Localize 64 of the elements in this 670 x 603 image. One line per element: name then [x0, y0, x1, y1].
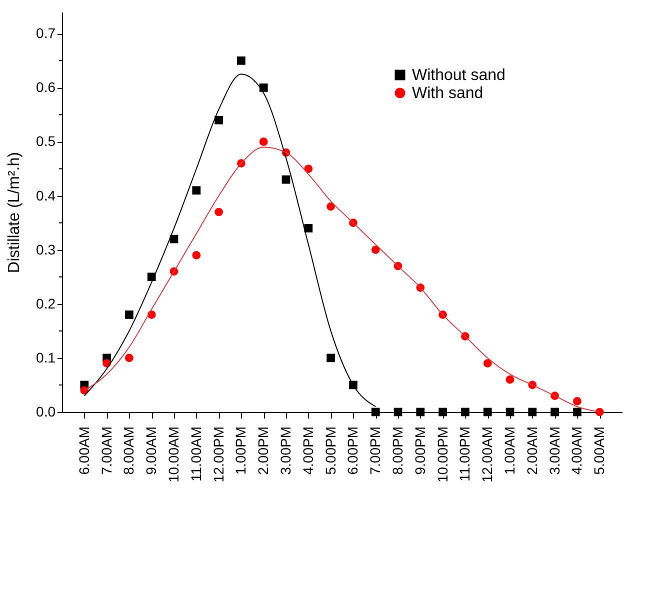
x-tick-label: 4.00AM [568, 426, 585, 475]
x-tick-label: 9.00PM [412, 426, 428, 475]
x-tick-label: 7.00AM [98, 426, 114, 475]
x-tick-label: 11.00AM [188, 426, 204, 482]
point [573, 408, 582, 416]
point [483, 359, 492, 368]
point [259, 83, 268, 92]
point [416, 408, 425, 416]
y-tick-label: 0.6 [36, 79, 56, 96]
x-tick-label: 4.00PM [300, 426, 316, 475]
point [371, 408, 380, 416]
point [259, 138, 268, 146]
x-tick-label: 11.00PM [456, 426, 473, 482]
point [282, 175, 290, 184]
y-tick-label: 0.5 [36, 133, 56, 150]
point [237, 56, 246, 65]
legend-label: Without sand [412, 67, 506, 84]
point [214, 208, 223, 216]
point [550, 408, 559, 416]
x-tick-label: 5.00AM [591, 426, 608, 475]
x-tick-label: 6.00AM [76, 426, 92, 475]
point [147, 272, 156, 282]
y-tick-label: 0.1 [36, 349, 56, 366]
x-tick-label: 8.00PM [390, 426, 406, 475]
x-tick-label: 12.00PM [210, 426, 226, 483]
point [461, 408, 470, 416]
x-tick-label: 3.00AM [546, 426, 562, 475]
x-tick-label: 6.00PM [344, 426, 361, 475]
x-tick-label: 7.00PM [367, 426, 384, 475]
y-tick-label: 0.3 [36, 241, 56, 258]
x-tick-label: 2.00PM [255, 426, 272, 475]
x-tick-label: 1.00AM [502, 426, 518, 475]
y-tick-label: 0.4 [36, 187, 56, 204]
x-tick-label: 8.00AM [120, 426, 137, 475]
x-tick-label: 10.00AM [166, 426, 182, 483]
x-tick-label: 12.00AM [479, 426, 496, 483]
point [214, 116, 223, 124]
point [192, 186, 201, 195]
point [438, 408, 447, 416]
y-axis-title: Distillate (L/m².h) [6, 152, 24, 273]
point [125, 354, 134, 362]
x-tick-label: 9.00AM [143, 426, 160, 475]
point [371, 246, 380, 254]
point [192, 251, 201, 260]
x-tick-label: 1.00PM [232, 426, 249, 475]
x-tick-label: 2.00AM [524, 426, 540, 475]
point [304, 164, 313, 173]
point [506, 375, 514, 384]
point [483, 408, 492, 416]
point [506, 408, 514, 416]
y-tick-label: 0.2 [36, 295, 56, 312]
point [326, 202, 335, 211]
y-tick-label: 0.0 [36, 404, 56, 420]
x-tick-label: 5.00PM [322, 426, 338, 475]
point [125, 310, 134, 319]
x-tick-label: 10.00PM [434, 426, 450, 483]
point [326, 354, 335, 362]
x-tick-label: 3.00PM [278, 426, 294, 475]
point [304, 224, 313, 232]
legend-label: With sand [412, 85, 484, 102]
point [528, 408, 537, 416]
point [394, 408, 402, 416]
y-tick-label: 0.7 [36, 25, 56, 42]
point [573, 397, 582, 406]
